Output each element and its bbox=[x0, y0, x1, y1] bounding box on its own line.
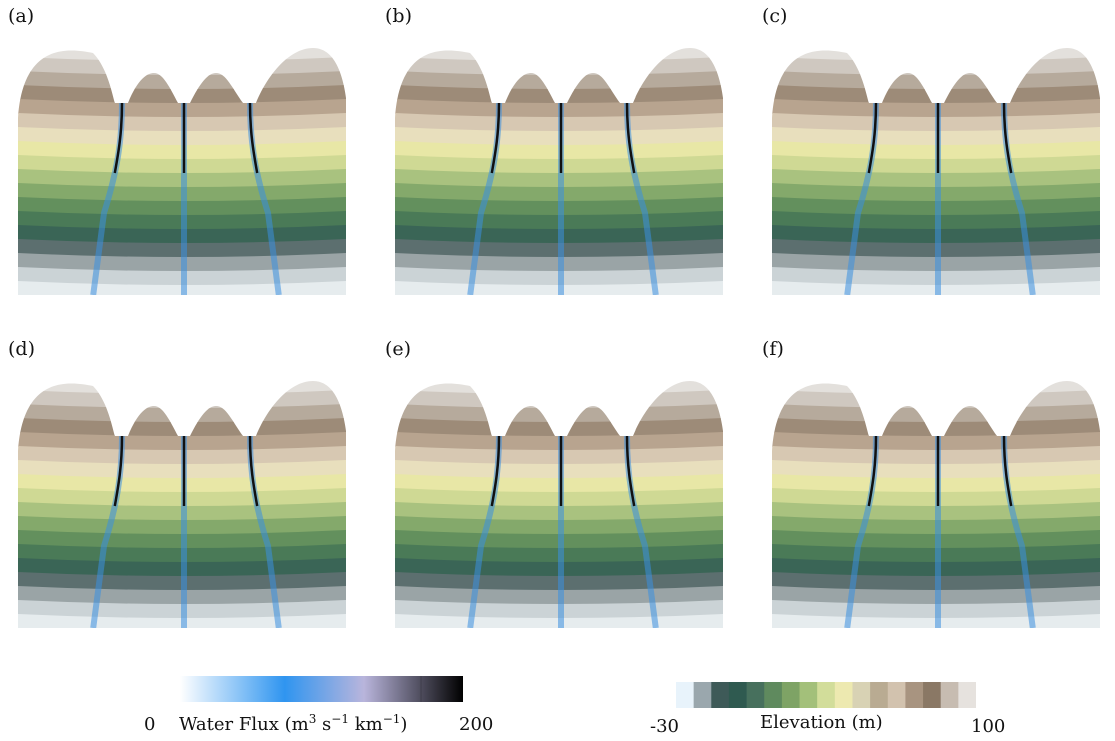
elevation-swatch bbox=[923, 682, 942, 708]
panel-b: (b) bbox=[385, 5, 725, 305]
elevation-min-label: -30 bbox=[650, 716, 679, 737]
river-line bbox=[625, 102, 636, 174]
panel-a: (a) bbox=[8, 5, 348, 305]
elevation-swatch bbox=[676, 682, 695, 708]
panel-e: (e) bbox=[385, 338, 725, 638]
water-flux-max-label: 200 bbox=[459, 714, 494, 735]
elevation-title: Elevation (m) bbox=[760, 712, 883, 733]
water-flux-gradient bbox=[180, 676, 463, 702]
elevation-swatch bbox=[887, 682, 906, 708]
terrain-surface bbox=[395, 48, 723, 295]
elevation-swatch bbox=[834, 682, 853, 708]
river-line bbox=[490, 102, 501, 174]
elevation-gradient bbox=[676, 682, 977, 708]
river-line bbox=[1002, 435, 1013, 507]
river-line bbox=[867, 102, 878, 174]
elevation-colorbar bbox=[676, 682, 977, 708]
river-line bbox=[490, 435, 501, 507]
water-flux-colorbar bbox=[180, 676, 463, 702]
elevation-swatch bbox=[817, 682, 836, 708]
elevation-swatch bbox=[940, 682, 959, 708]
panel-label: (f) bbox=[762, 338, 784, 360]
panel-label: (d) bbox=[8, 338, 35, 360]
panel-label: (b) bbox=[385, 5, 412, 27]
terrain-surface bbox=[772, 48, 1100, 295]
elevation-swatch bbox=[905, 682, 924, 708]
elevation-swatch bbox=[711, 682, 730, 708]
river-line bbox=[113, 435, 124, 507]
river-line bbox=[625, 435, 636, 507]
panel-d: (d) bbox=[8, 338, 348, 638]
river-line bbox=[1002, 102, 1013, 174]
panel-label: (c) bbox=[762, 5, 788, 27]
elevation-swatch bbox=[746, 682, 765, 708]
terrain-surface bbox=[18, 48, 346, 295]
elevation-swatch bbox=[764, 682, 783, 708]
elevation-swatch bbox=[728, 682, 748, 708]
elevation-swatch bbox=[852, 682, 871, 708]
elevation-swatch bbox=[958, 682, 977, 708]
terrain-surface bbox=[395, 381, 723, 628]
elevation-swatch bbox=[693, 682, 712, 708]
water-flux-title: Water Flux (m3 s−1 km−1) bbox=[179, 712, 408, 735]
panel-label: (e) bbox=[385, 338, 412, 360]
river-line bbox=[248, 435, 259, 507]
terrain-surface bbox=[18, 381, 346, 628]
elevation-max-label: 100 bbox=[971, 716, 1006, 737]
river-line bbox=[248, 102, 259, 174]
terrain-surface bbox=[772, 381, 1100, 628]
river-line bbox=[113, 102, 124, 174]
elevation-swatch bbox=[781, 682, 801, 708]
river-line bbox=[867, 435, 878, 507]
elevation-swatch bbox=[870, 682, 889, 708]
elevation-swatch bbox=[799, 682, 818, 708]
panel-c: (c) bbox=[762, 5, 1102, 305]
panel-label: (a) bbox=[8, 5, 35, 27]
panel-f: (f) bbox=[762, 338, 1102, 638]
water-flux-min-label: 0 bbox=[144, 714, 156, 735]
